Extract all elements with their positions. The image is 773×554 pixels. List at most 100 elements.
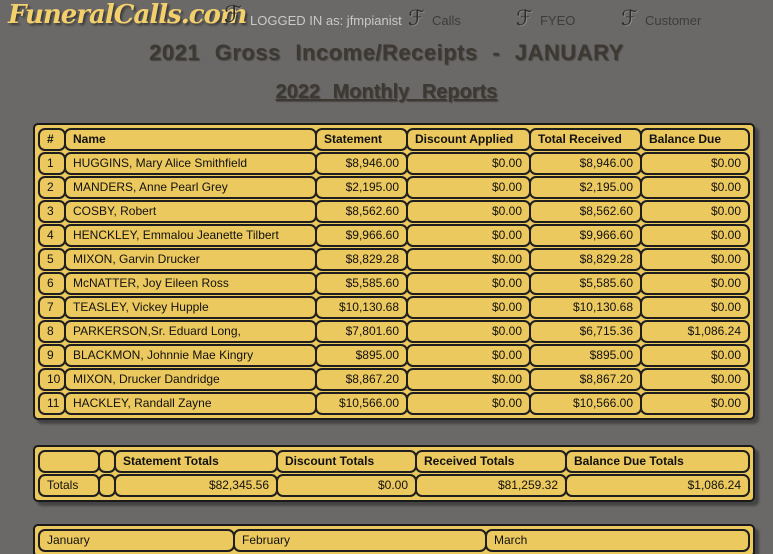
report-row: 2 MANDERS, Anne Pearl Grey $2,195.00 $0.00 $… (38, 176, 750, 199)
col-number-header: # (38, 128, 66, 151)
totals-discount-header: Discount Totals (276, 450, 417, 473)
col-balance: $0.00 (640, 224, 750, 247)
col-statement: $9,966.60 (315, 224, 408, 247)
col-name-header: Name (64, 128, 317, 151)
nav-item-customer[interactable]: ℱ Customer (621, 6, 701, 34)
funeralcalls-monogram-icon: ℱ (224, 2, 243, 28)
col-received: $895.00 (529, 344, 642, 367)
top-bar: FuneralCalls.com ℱ LOGGED IN as: jfmpian… (0, 0, 773, 40)
col-balance: $0.00 (640, 392, 750, 415)
col-received: $8,867.20 (529, 368, 642, 391)
col-statement-header: Statement (315, 128, 408, 151)
report-row: 3 COSBY, Robert $8,562.60 $0.00 $8,562.60 $0.… (38, 200, 750, 223)
totals-table: Statement Totals Discount Totals Received … (33, 445, 755, 502)
page-title: 2021 Gross Income/Receipts - JANUARY (149, 40, 624, 65)
col-number: 9 (38, 344, 66, 367)
col-received: $2,195.00 (529, 176, 642, 199)
col-statement: $8,829.28 (315, 248, 408, 271)
totals-statement-header: Statement Totals (114, 450, 278, 473)
col-received: $8,562.60 (529, 200, 642, 223)
col-number: 6 (38, 272, 66, 295)
col-discount: $0.00 (406, 344, 531, 367)
col-statement: $5,585.60 (315, 272, 408, 295)
col-name: MANDERS, Anne Pearl Grey (64, 176, 317, 199)
col-balance: $0.00 (640, 152, 750, 175)
totals-discount: $0.00 (276, 474, 417, 497)
totals-row: Totals $82,345.56 $0.00 $81,259.32 $1,086.24 (38, 474, 750, 497)
col-discount: $0.00 (406, 320, 531, 343)
logged-in-status: LOGGED IN as: jfmpianist (250, 13, 402, 28)
col-name: HENCKLEY, Emmalou Jeanette Tilbert (64, 224, 317, 247)
col-discount: $0.00 (406, 392, 531, 415)
col-discount: $0.00 (406, 272, 531, 295)
month-link-february[interactable]: February (233, 529, 487, 552)
col-balance-header: Balance Due (640, 128, 750, 151)
col-received: $10,130.68 (529, 296, 642, 319)
col-statement: $8,562.60 (315, 200, 408, 223)
col-name: McNATTER, Joy Eileen Ross (64, 272, 317, 295)
col-balance: $0.00 (640, 176, 750, 199)
nav-label: Customer (644, 13, 702, 29)
col-name: PARKERSON,Sr. Eduard Long, (64, 320, 317, 343)
report-row: 9 BLACKMON, Johnnie Mae Kingry $895.00 $0.0… (38, 344, 750, 367)
site-logo[interactable]: FuneralCalls.com (8, 0, 247, 30)
col-balance: $1,086.24 (640, 320, 750, 343)
totals-header-row: Statement Totals Discount Totals Received … (38, 450, 750, 473)
col-received: $5,585.60 (529, 272, 642, 295)
col-received: $9,966.60 (529, 224, 642, 247)
col-number: 2 (38, 176, 66, 199)
totals-balance-header: Balance Due Totals (565, 450, 750, 473)
totals-balance: $1,086.24 (565, 474, 750, 497)
totals-label: Totals (38, 474, 100, 497)
page-subtitle[interactable]: 2022 Monthly Reports (275, 81, 498, 103)
col-number: 5 (38, 248, 66, 271)
nav-item-calls[interactable]: ℱ Calls (408, 6, 461, 34)
report-row: 10 MIXON, Drucker Dandridge $8,867.20 $0.00… (38, 368, 750, 391)
month-link-january[interactable]: January (38, 529, 235, 552)
col-statement: $10,566.00 (315, 392, 408, 415)
gross-income-table: # Name Statement Discount Applied Total Rece… (33, 123, 755, 420)
totals-label-header (38, 450, 100, 473)
report-row: 1 HUGGINS, Mary Alice Smithfield $8,946.00… (38, 152, 750, 175)
col-discount: $0.00 (406, 368, 531, 391)
col-discount-header: Discount Applied (406, 128, 531, 151)
col-received: $8,829.28 (529, 248, 642, 271)
col-name: MIXON, Garvin Drucker (64, 248, 317, 271)
col-discount: $0.00 (406, 176, 531, 199)
col-balance: $0.00 (640, 248, 750, 271)
col-balance: $0.00 (640, 200, 750, 223)
col-statement: $2,195.00 (315, 176, 408, 199)
col-discount: $0.00 (406, 224, 531, 247)
col-name: MIXON, Drucker Dandridge (64, 368, 317, 391)
funeralcalls-monogram-icon: ℱ (516, 6, 533, 30)
col-discount: $0.00 (406, 152, 531, 175)
col-discount: $0.00 (406, 248, 531, 271)
report-header-row: # Name Statement Discount Applied Total Rece… (38, 128, 750, 151)
col-discount: $0.00 (406, 296, 531, 319)
report-row: 8 PARKERSON,Sr. Eduard Long, $7,801.60 $0.0… (38, 320, 750, 343)
months-nav-table: January February March (33, 524, 755, 554)
nav-label: Calls (431, 13, 461, 29)
nav-label: FYEO (539, 13, 576, 29)
col-received: $6,715.36 (529, 320, 642, 343)
report-row: 7 TEASLEY, Vickey Hupple $10,130.68 $0.00 $1… (38, 296, 750, 319)
col-statement: $10,130.68 (315, 296, 408, 319)
col-balance: $0.00 (640, 368, 750, 391)
col-number: 10 (38, 368, 66, 391)
col-name: BLACKMON, Johnnie Mae Kingry (64, 344, 317, 367)
report-row: 5 MIXON, Garvin Drucker $8,829.28 $0.00 $8,8… (38, 248, 750, 271)
col-statement: $8,867.20 (315, 368, 408, 391)
col-number: 1 (38, 152, 66, 175)
col-number: 4 (38, 224, 66, 247)
report-row: 6 McNATTER, Joy Eileen Ross $5,585.60 $0.00… (38, 272, 750, 295)
funeralcalls-monogram-icon: ℱ (408, 6, 425, 30)
col-statement: $7,801.60 (315, 320, 408, 343)
col-statement: $895.00 (315, 344, 408, 367)
nav-item-fyeo[interactable]: ℱ FYEO (516, 6, 575, 34)
col-balance: $0.00 (640, 344, 750, 367)
funeralcalls-monogram-icon: ℱ (621, 6, 638, 30)
col-name: COSBY, Robert (64, 200, 317, 223)
report-row: 4 HENCKLEY, Emmalou Jeanette Tilbert $9,96… (38, 224, 750, 247)
col-number: 7 (38, 296, 66, 319)
month-link-march[interactable]: March (485, 529, 750, 552)
